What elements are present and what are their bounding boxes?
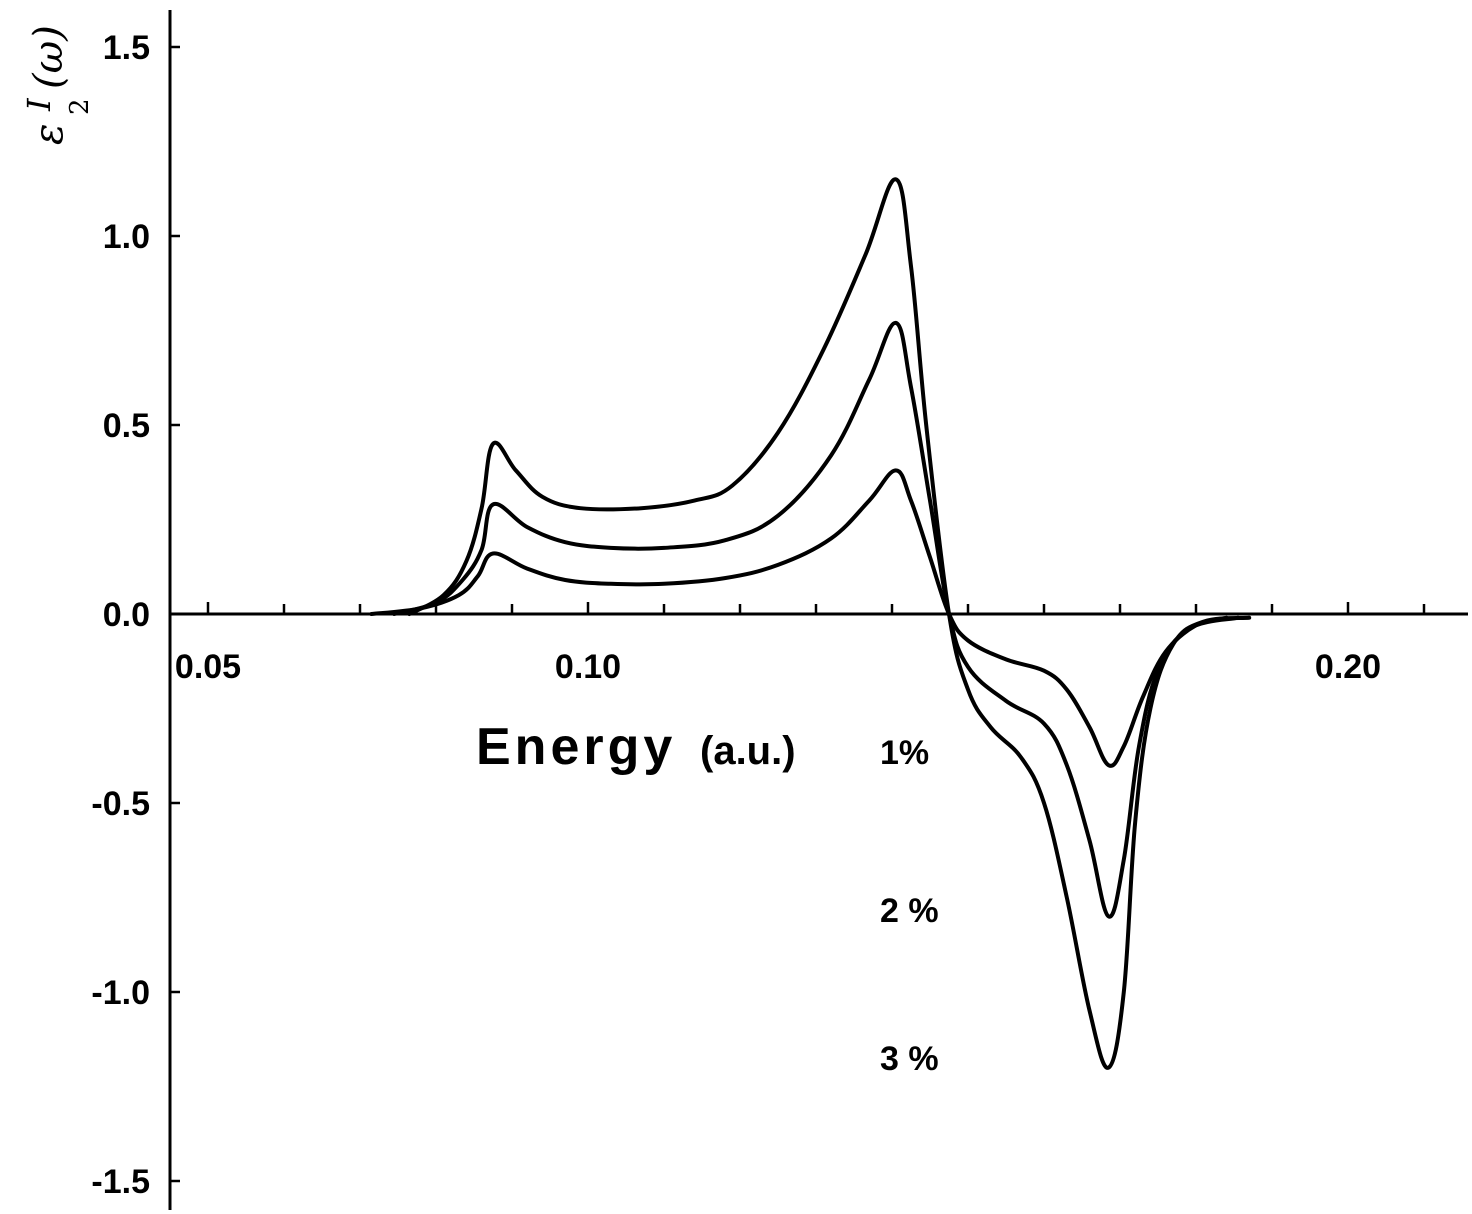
tick-labels: 1.5 1.0 0.5 0.0 -0.5 -1.0 -1.5 0.05 0.10 0.20 — [91, 29, 1381, 1201]
y-axis-label: ε I 2 (ω) — [20, 25, 95, 145]
y-axis-label-symbol: ε — [26, 124, 72, 145]
series-labels: 1% 2 % 3 % — [880, 734, 939, 1078]
x-tick-label: 0.05 — [175, 648, 241, 686]
y-tick-label: -0.5 — [91, 785, 150, 823]
series-line-1 — [369, 468, 1229, 768]
x-axis-label: Energy — [476, 718, 676, 776]
series-line-3 — [407, 177, 1252, 1070]
y-tick-label: 1.5 — [103, 29, 150, 67]
series-line-2 — [392, 320, 1240, 919]
y-axis-label-superscript: I — [20, 97, 58, 112]
curves — [369, 177, 1252, 1070]
y-tick-label: -1.5 — [91, 1163, 150, 1201]
y-tick-label: -1.0 — [91, 974, 150, 1012]
y-tick-label: 1.0 — [103, 218, 150, 256]
axes — [168, 10, 1468, 1210]
x-tick-label: 0.20 — [1315, 648, 1381, 686]
y-tick-label: 0.5 — [103, 407, 150, 445]
series-label-1: 1% — [880, 734, 929, 772]
x-tick-label: 0.10 — [555, 648, 621, 686]
y-axis-label-subscript: 2 — [65, 98, 95, 115]
x-axis-unit: (a.u.) — [700, 729, 796, 773]
ticks — [170, 45, 1426, 1183]
series-label-3: 3 % — [880, 1040, 939, 1078]
y-axis-label-argument: (ω) — [26, 25, 72, 89]
y-tick-label: 0.0 — [103, 596, 150, 634]
series-label-2: 2 % — [880, 892, 939, 930]
